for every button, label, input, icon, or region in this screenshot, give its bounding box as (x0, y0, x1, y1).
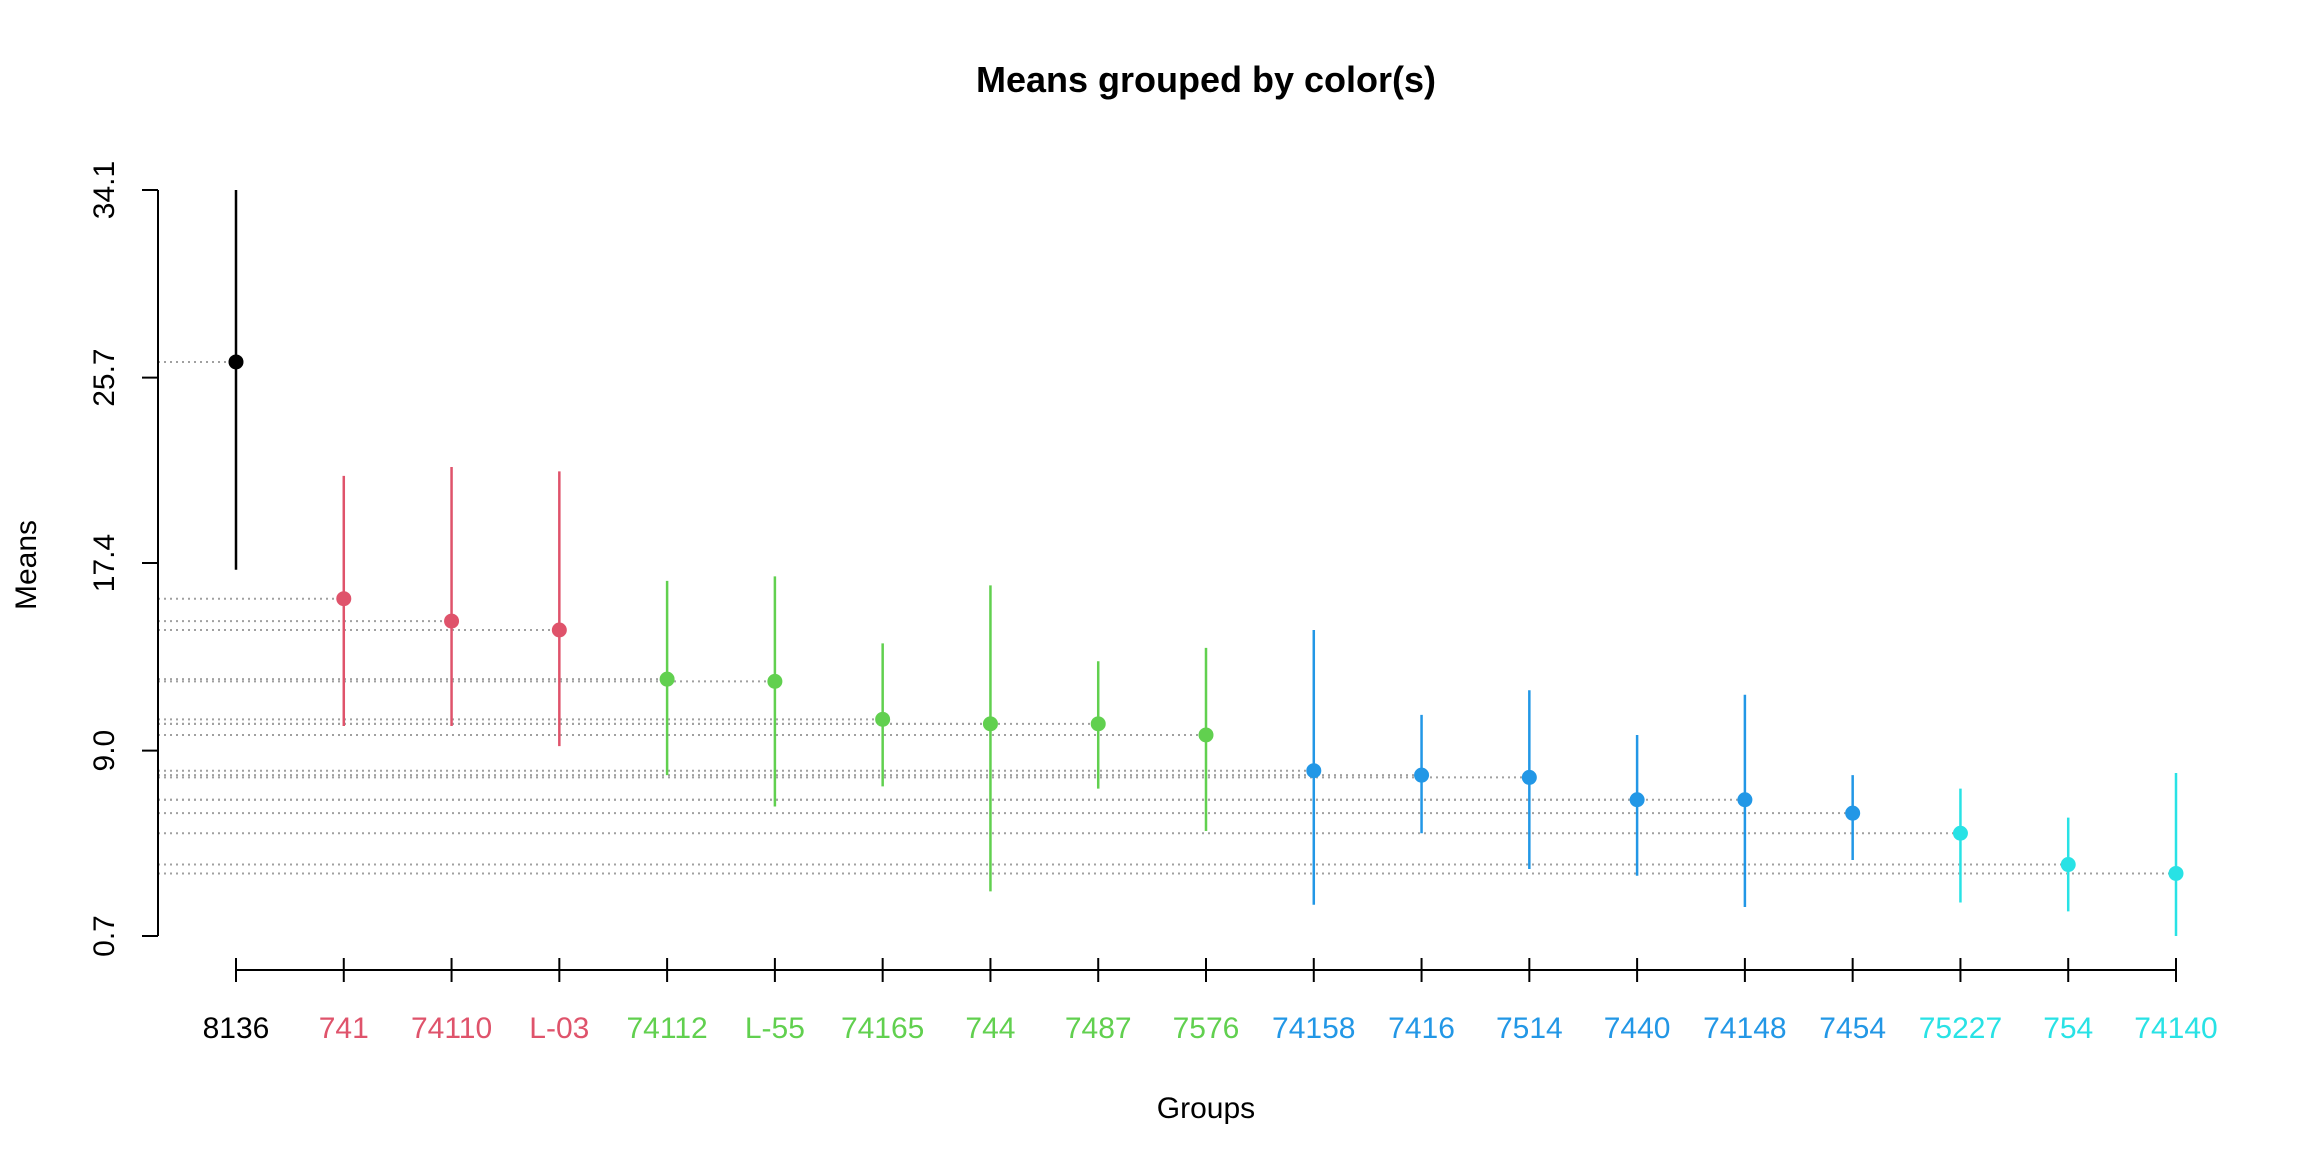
x-tick-label: L-55 (745, 1012, 805, 1045)
error-bars (234, 190, 2178, 936)
x-tick-label: 74140 (2134, 1012, 2217, 1045)
mean-point (2168, 865, 2184, 881)
mean-point (659, 671, 675, 687)
mean-point (1629, 792, 1645, 808)
mean-point (1952, 825, 1968, 841)
y-tick-label: 34.1 (88, 161, 121, 219)
x-tick-label: 74148 (1703, 1012, 1786, 1045)
x-tick-label: 74165 (841, 1012, 924, 1045)
x-axis-label: Groups (1157, 1092, 1255, 1125)
x-tick-label: 7416 (1388, 1012, 1455, 1045)
y-tick-label: 25.7 (88, 348, 121, 406)
mean-points (228, 354, 2184, 881)
mean-point (1198, 727, 1214, 743)
mean-point (336, 591, 352, 607)
x-tick-label: 7487 (1065, 1012, 1132, 1045)
mean-point (1737, 792, 1753, 808)
x-tick-label: 74112 (627, 1012, 708, 1045)
mean-point (1090, 716, 1106, 732)
mean-point (767, 673, 783, 689)
mean-point (2060, 857, 2076, 873)
mean-point (551, 622, 567, 638)
mean-point (1414, 767, 1430, 783)
x-tick-label: 754 (2043, 1012, 2093, 1045)
chart-title: Means grouped by color(s) (976, 59, 1436, 100)
x-tick-label: 7440 (1604, 1012, 1671, 1045)
y-tick-label: 9.0 (88, 730, 121, 772)
x-tick-label: L-03 (529, 1012, 589, 1045)
x-tick-label: 744 (965, 1012, 1015, 1045)
y-axis-label: Means (10, 520, 43, 610)
x-tick-label: 7514 (1496, 1012, 1563, 1045)
x-axis: 8136 741 74110 L-03 74112 L-55 74165 744 7487 757… (203, 958, 2218, 1045)
mean-point (444, 613, 460, 629)
x-tick-label: 74110 (411, 1012, 492, 1045)
mean-point (1521, 769, 1537, 785)
x-tick-label: 7454 (1819, 1012, 1886, 1045)
x-tick-label: 741 (319, 1012, 369, 1045)
reference-lines (158, 360, 2176, 875)
mean-point (875, 711, 891, 727)
mean-point (228, 354, 244, 370)
y-axis: 0.7 9.0 17.4 25.7 34.1 (88, 161, 159, 957)
mean-point (1845, 805, 1861, 821)
x-tick-label: 75227 (1919, 1012, 2002, 1045)
mean-point (1306, 763, 1322, 779)
x-tick-label: 8136 (203, 1012, 270, 1045)
x-tick-label: 74158 (1272, 1012, 1355, 1045)
y-tick-label: 0.7 (88, 915, 121, 957)
y-tick-label: 17.4 (88, 534, 121, 592)
x-tick-label: 7576 (1173, 1012, 1240, 1045)
mean-point (982, 716, 998, 732)
